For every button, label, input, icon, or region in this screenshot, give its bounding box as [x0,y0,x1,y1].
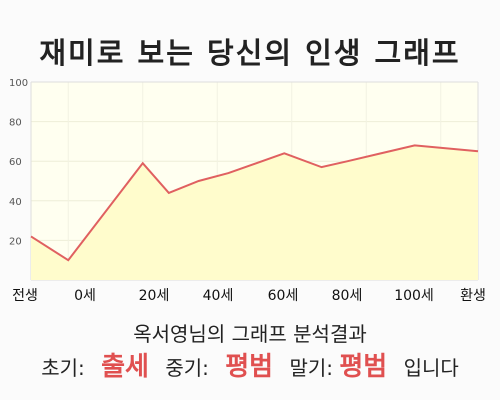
y-axis-ticks: 20 40 60 80 100 [9,78,28,247]
area-fill [31,145,478,280]
middle-value: 평범 [225,352,274,382]
life-line [30,144,479,262]
y-tick-label-3: 80 [9,118,22,129]
x-tick-label-6: 100세 [394,288,434,304]
ending-text: 입니다 [403,356,459,380]
x-tick-label-4: 60세 [268,288,299,304]
analysis-result: 초기: 출세 중기: 평범 말기: 평범 입니다 [0,346,500,383]
x-tick-label-5: 80세 [332,288,363,304]
y-tick-label-1: 40 [9,197,22,208]
early-label: 초기: [41,356,85,380]
middle-label: 중기: [165,356,209,380]
early-value: 출세 [101,352,149,382]
x-tick-label-3: 40세 [203,288,234,304]
x-tick-label-2: 20세 [139,288,170,304]
x-axis-ticks: 전생 0세 20세 40세 60세 80세 100세 환생 [12,288,486,304]
late-value: 평범 [339,352,388,382]
x-tick-label-1: 0세 [74,288,96,304]
late-label: 말기: [289,356,333,380]
y-tick-label-0: 20 [9,236,22,247]
x-tick-label-7: 환생 [460,288,486,304]
x-tick-label-0: 전생 [12,288,38,304]
y-tick-label-4: 100 [9,78,28,89]
analysis-heading: 옥서영님의 그래프 분석결과 [133,322,367,346]
y-tick-label-2: 60 [9,157,22,168]
chart-title: 재미로 보는 당신의 인생 그래프 [39,36,461,70]
